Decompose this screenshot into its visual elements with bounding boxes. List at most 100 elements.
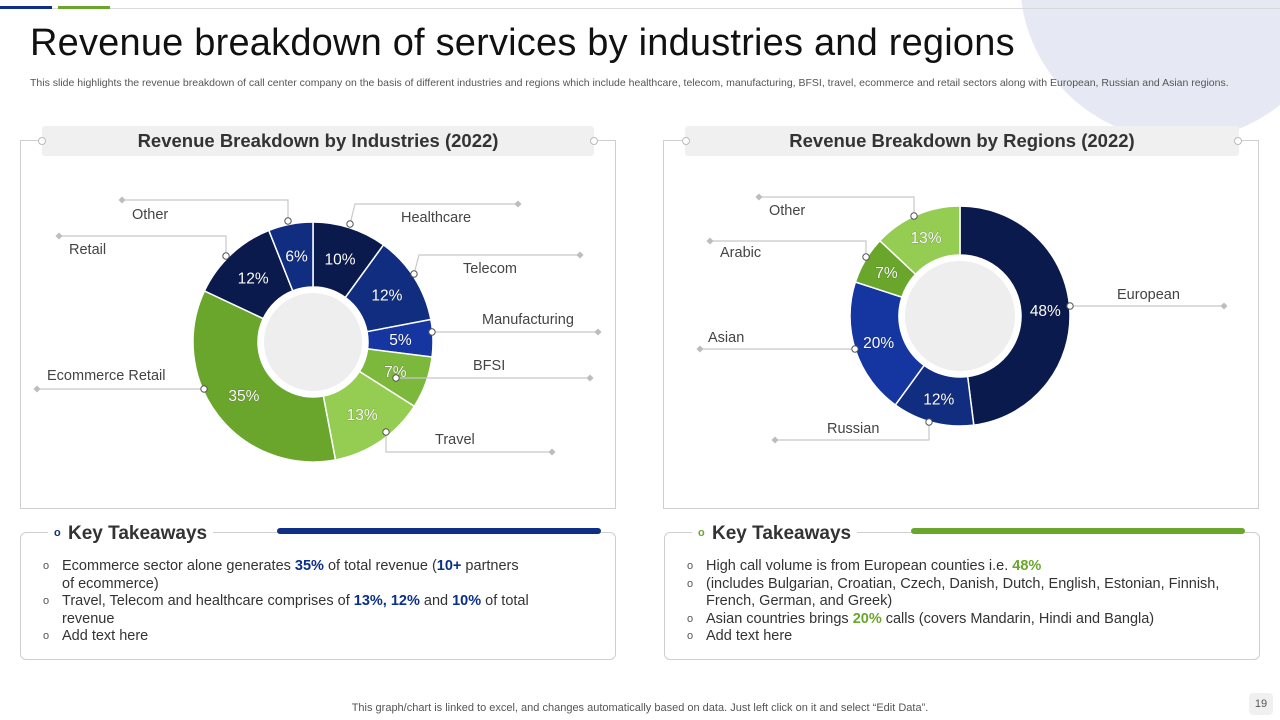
callout-anchor-dot <box>346 220 354 228</box>
panel-dot-right <box>1234 137 1242 145</box>
panel-dot-left <box>38 137 46 145</box>
panel-dot-right <box>590 137 598 145</box>
takeaways-right-heading: o Key Takeaways <box>692 521 858 546</box>
takeaway-item: Ecommerce sector alone generates 35% of … <box>43 558 533 593</box>
callout-label-ecommerce-retail: Ecommerce Retail <box>47 368 165 384</box>
takeaway-text: and <box>419 593 453 609</box>
callout-label-arabic: Arabic <box>720 245 761 261</box>
highlight-value: 10% <box>452 593 482 609</box>
callout-end-diamond <box>55 232 63 240</box>
callout-anchor-dot <box>410 270 418 278</box>
callout-end-diamond <box>706 237 714 245</box>
callout-anchor-dot <box>428 328 436 336</box>
slice-value-label: 12% <box>923 391 954 408</box>
takeaway-text: Add text here <box>62 628 149 644</box>
callout-line <box>775 422 930 441</box>
slice-value-label: 35% <box>228 388 259 405</box>
callout-anchor-dot <box>862 253 870 261</box>
callout-anchor-dot <box>382 428 390 436</box>
heading-bullet-icon: o <box>54 527 61 539</box>
callout-line <box>59 235 227 256</box>
top-accent-blue <box>0 6 52 9</box>
highlight-value: 20% <box>852 610 882 627</box>
callout-label-asian: Asian <box>708 330 744 346</box>
callout-line <box>122 199 289 221</box>
callout-end-diamond <box>1220 302 1228 310</box>
callout-end-diamond <box>576 251 584 259</box>
callout-anchor-dot <box>851 345 859 353</box>
takeaway-item: Add text here <box>43 628 533 646</box>
slice-value-label: 12% <box>371 288 402 305</box>
callout-anchor-dot <box>910 212 918 220</box>
industries-chart-title: Revenue Breakdown by Industries (2022) <box>42 126 594 156</box>
callout-end-diamond <box>755 193 763 201</box>
callout-label-european: European <box>1117 287 1180 303</box>
slice-value-label: 7% <box>384 364 407 381</box>
donut-slice-other <box>267 221 314 292</box>
takeaway-text: (includes Bulgarian, Croatian, Czech, Da… <box>706 575 1220 610</box>
callout-end-diamond <box>771 436 779 444</box>
callout-line <box>413 254 580 275</box>
callout-label-travel: Travel <box>435 432 475 448</box>
callout-end-diamond <box>33 385 41 393</box>
callout-anchor-dot <box>222 252 230 260</box>
donut-center <box>264 293 362 391</box>
highlight-value: 10+ <box>436 558 462 574</box>
donut-slice-other <box>878 205 961 276</box>
highlight-value: 35% <box>294 558 324 574</box>
takeaway-item: Travel, Telecom and healthcare comprises… <box>43 593 533 628</box>
panel-dot-left <box>682 137 690 145</box>
page-subtitle: This slide highlights the revenue breakd… <box>30 77 1229 89</box>
regions-chart-title: Revenue Breakdown by Regions (2022) <box>685 126 1239 156</box>
takeaway-item: High call volume is from European counti… <box>687 558 1247 576</box>
callout-anchor-dot <box>200 385 208 393</box>
takeaway-text: partners of ecommerce) <box>62 558 519 592</box>
slice-value-label: 20% <box>863 335 894 352</box>
takeaway-text: Travel, Telecom and healthcare comprises… <box>62 593 354 609</box>
takeaway-text: Add text here <box>706 628 793 644</box>
callout-label-healthcare: Healthcare <box>401 210 471 226</box>
callout-label-other: Other <box>769 203 805 219</box>
takeaways-left-heading: o Key Takeaways <box>48 521 214 546</box>
slice-value-label: 10% <box>325 251 356 268</box>
callout-end-diamond <box>696 345 704 353</box>
top-accent-green <box>58 6 110 9</box>
footer-note: This graph/chart is linked to excel, and… <box>351 702 929 714</box>
slice-value-label: 13% <box>347 407 378 424</box>
page-title: Revenue breakdown of services by industr… <box>30 22 1015 64</box>
donut-slice-european <box>959 205 1071 426</box>
callout-end-diamond <box>586 374 594 382</box>
takeaways-right-accent <box>911 528 1245 534</box>
takeaway-text: Asian countries brings <box>706 610 853 627</box>
highlight-value: 48% <box>1012 558 1042 574</box>
callout-line <box>385 432 552 453</box>
callout-end-diamond <box>594 328 602 336</box>
donut-center <box>905 261 1015 371</box>
takeaway-text: High call volume is from European counti… <box>706 558 1013 574</box>
page-number: 19 <box>1249 693 1273 715</box>
callout-label-retail: Retail <box>69 242 106 258</box>
slice-value-label: 48% <box>1030 303 1061 320</box>
takeaways-right-heading-text: Key Takeaways <box>712 523 852 544</box>
callout-label-russian: Russian <box>827 421 879 437</box>
takeaway-text: Ecommerce sector alone generates <box>62 558 295 574</box>
slice-value-label: 13% <box>911 230 942 247</box>
callout-anchor-dot <box>392 374 400 382</box>
callout-end-diamond <box>118 196 126 204</box>
callout-anchor-dot <box>925 418 933 426</box>
slice-value-label: 7% <box>875 265 898 282</box>
highlight-value: 13%, 12% <box>353 593 420 609</box>
takeaways-left-accent <box>277 528 601 534</box>
callout-label-telecom: Telecom <box>463 261 517 277</box>
slice-value-label: 5% <box>389 332 412 349</box>
callout-label-other: Other <box>132 207 168 223</box>
takeaway-text: calls (covers Mandarin, Hindi and Bangla… <box>881 610 1155 627</box>
slice-value-label: 12% <box>238 271 269 288</box>
callout-end-diamond <box>514 200 522 208</box>
takeaways-left-list: Ecommerce sector alone generates 35% of … <box>43 558 533 646</box>
takeaway-item: (includes Bulgarian, Croatian, Czech, Da… <box>687 576 1247 611</box>
takeaway-text: of total revenue ( <box>323 558 437 574</box>
callout-label-manufacturing: Manufacturing <box>482 312 574 328</box>
takeaway-item: Asian countries brings 20% calls (covers… <box>687 611 1247 629</box>
heading-bullet-icon: o <box>698 527 705 539</box>
